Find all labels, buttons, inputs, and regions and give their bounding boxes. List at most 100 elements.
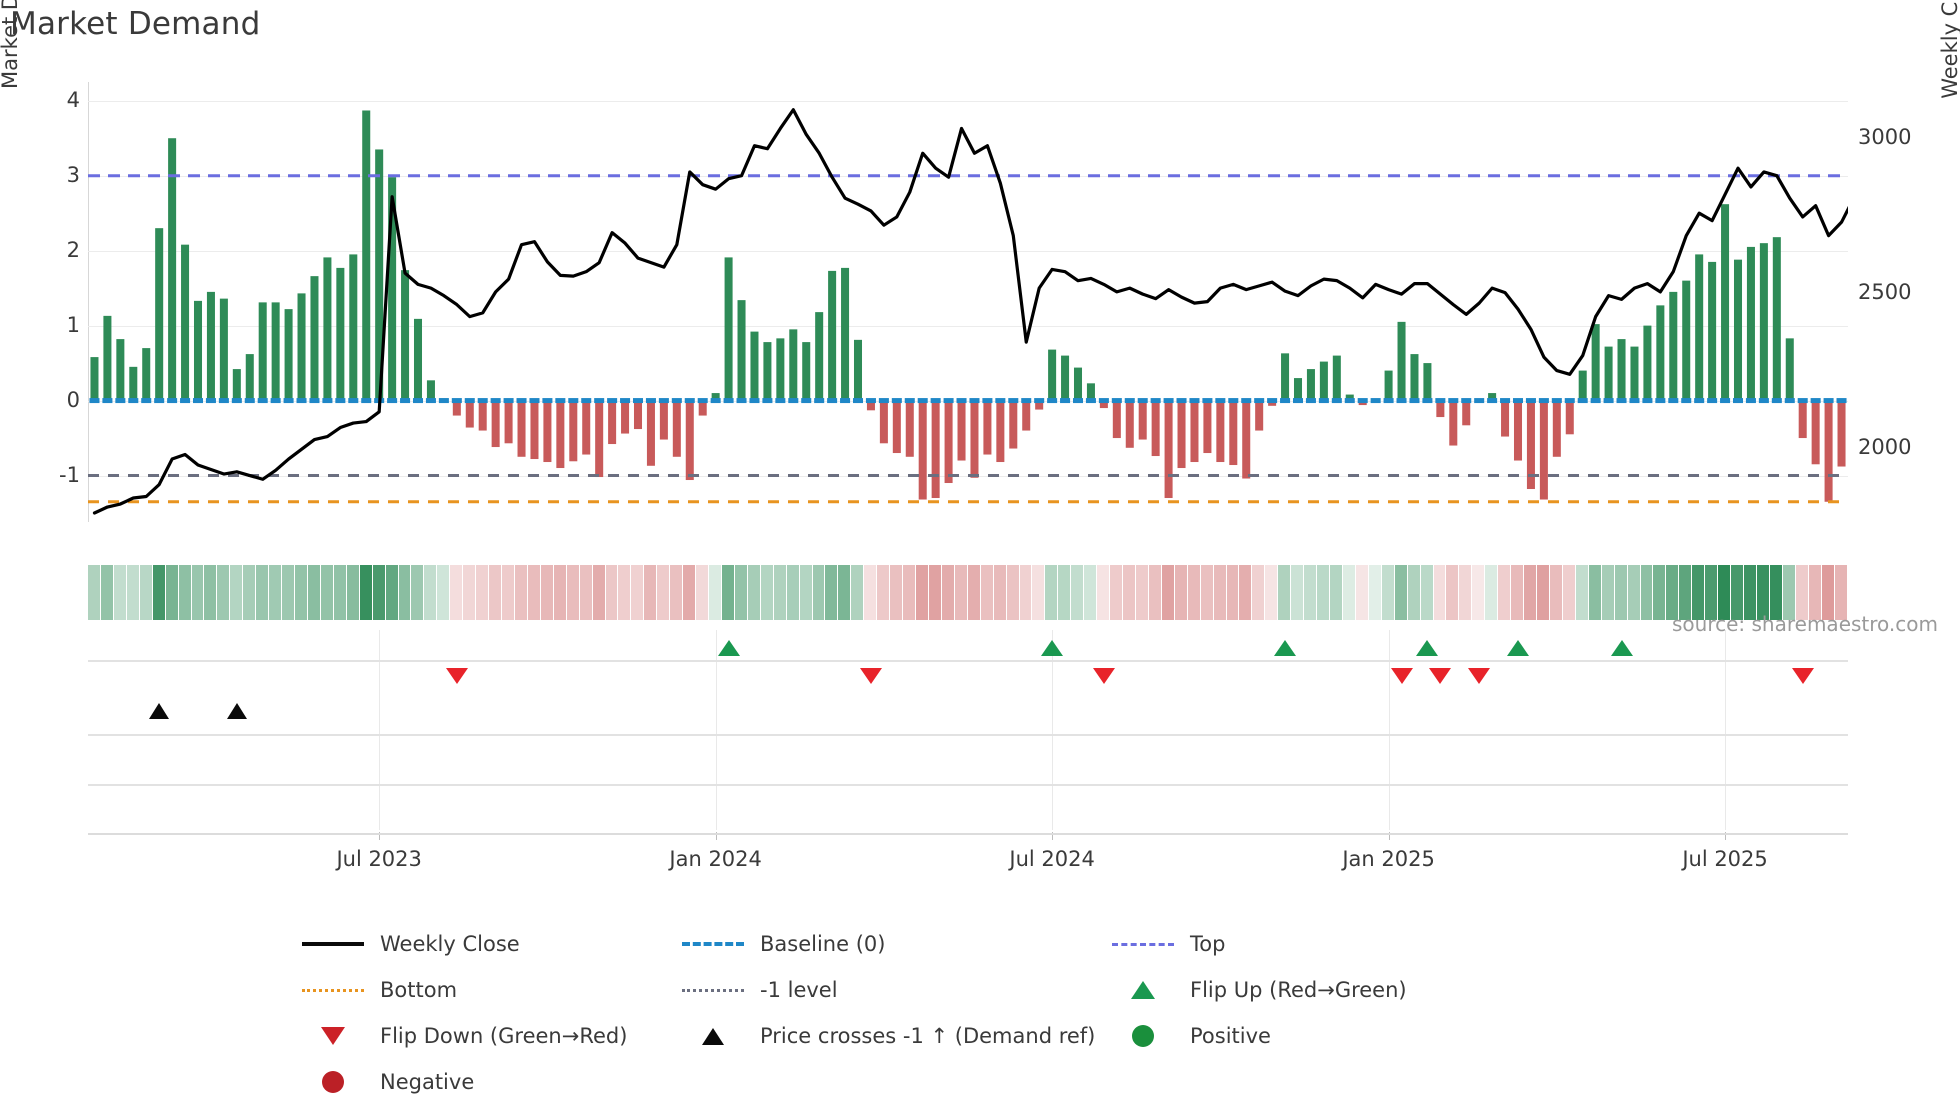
legend-item[interactable]: Flip Down (Green→Red): [300, 1017, 680, 1055]
baseline-tick: [348, 398, 359, 404]
baseline-tick: [503, 398, 514, 404]
demand-bar: [789, 329, 798, 401]
demand-bar: [763, 342, 772, 401]
demand-bar: [621, 400, 630, 434]
strip-cell: [773, 565, 786, 620]
demand-bar: [1656, 305, 1665, 401]
demand-bar: [633, 400, 643, 430]
dotted-line-icon-glyph: [682, 988, 744, 992]
baseline-tick: [387, 398, 398, 404]
baseline-tick: [1512, 398, 1524, 404]
baseline-tick: [1642, 398, 1653, 404]
demand-bar: [1785, 338, 1794, 401]
strip-cell: [1304, 565, 1317, 620]
strip-cell: [903, 565, 915, 620]
strip-cell: [1368, 565, 1381, 620]
flip-up-marker: [717, 640, 740, 656]
strip-cell: [967, 565, 980, 620]
baseline-tick: [1603, 398, 1614, 404]
strip-cell: [916, 565, 928, 620]
demand-bar: [478, 400, 487, 431]
demand-bar: [1578, 370, 1587, 401]
demand-bar: [155, 228, 164, 401]
legend-label: Flip Down (Green→Red): [380, 1024, 628, 1048]
baseline-tick: [1254, 398, 1265, 404]
x-gridline: [379, 630, 381, 830]
demand-bar: [1164, 400, 1173, 499]
baseline-tick: [852, 398, 864, 404]
baseline-tick: [1771, 398, 1782, 404]
demand-bar: [271, 302, 280, 401]
baseline-tick: [1124, 398, 1135, 404]
baseline-tick: [658, 398, 669, 404]
baseline-tick: [1370, 398, 1381, 404]
strip-cell: [1588, 565, 1601, 620]
legend-item[interactable]: Baseline (0): [680, 925, 1110, 963]
strip-cell: [269, 565, 282, 620]
triangle-up-icon: [1110, 981, 1176, 999]
legend-item[interactable]: Flip Up (Red→Green): [1110, 971, 1540, 1009]
strip-cell: [1148, 565, 1161, 620]
demand-bar: [1319, 361, 1328, 401]
strip-cell: [1084, 565, 1097, 620]
legend-item[interactable]: Top: [1110, 925, 1540, 963]
legend-item[interactable]: -1 level: [680, 971, 1110, 1009]
demand-bar: [90, 357, 99, 401]
strip-cell: [1342, 565, 1355, 620]
strip-cell: [514, 565, 527, 620]
demand-bar: [413, 318, 423, 401]
baseline-tick: [180, 398, 191, 404]
legend-item[interactable]: Positive: [1110, 1017, 1540, 1055]
demand-bar: [1125, 400, 1134, 448]
lower-divider-1: [88, 784, 1848, 786]
triangle-up-icon-glyph: [702, 1027, 724, 1045]
dotted-line-icon: [300, 988, 366, 992]
baseline-tick: [1461, 398, 1472, 404]
baseline-tick: [1577, 398, 1588, 404]
triangle-down-icon-glyph: [321, 1027, 345, 1045]
strip-cell: [566, 565, 579, 620]
demand-bar: [892, 400, 901, 454]
strip-cell: [178, 565, 191, 620]
strip-cell: [1705, 565, 1718, 620]
strip-cell: [1731, 565, 1743, 620]
strip-cell: [1769, 565, 1782, 620]
demand-bar: [1837, 400, 1846, 467]
strip-cell: [1821, 565, 1834, 620]
strip-cell: [1485, 565, 1498, 620]
baseline-tick: [400, 398, 411, 404]
demand-bar: [595, 400, 604, 478]
legend-item[interactable]: Bottom: [300, 971, 680, 1009]
baseline-tick: [1668, 398, 1679, 404]
baseline-tick: [917, 398, 928, 404]
baseline-tick: [1590, 398, 1601, 404]
source-note: source: sharemaestro.com: [1672, 612, 1938, 636]
legend-item[interactable]: Weekly Close: [300, 925, 680, 963]
legend-item[interactable]: Negative: [300, 1063, 680, 1101]
baseline-tick: [218, 398, 229, 404]
demand-bar: [1462, 400, 1471, 426]
strip-cell: [359, 565, 372, 620]
demand-bar: [1410, 354, 1419, 401]
demand-bar: [1268, 400, 1277, 406]
baseline-tick: [1111, 398, 1122, 404]
strip-cell: [812, 565, 825, 620]
demand-bar: [1604, 346, 1613, 401]
baseline-tick: [231, 398, 242, 404]
demand-bar: [1721, 204, 1730, 401]
flip-up-marker: [1041, 640, 1064, 656]
demand-bar: [1552, 400, 1561, 457]
demand-bar: [776, 338, 785, 401]
strip-cell: [463, 565, 476, 620]
strip-cell: [799, 565, 812, 620]
strip-cell: [1614, 565, 1627, 620]
circle-icon-glyph: [322, 1071, 344, 1093]
strip-cell: [1601, 565, 1614, 620]
baseline-tick: [943, 398, 954, 404]
strip-cell: [152, 565, 165, 620]
strip-cell: [644, 565, 657, 620]
strip-cell: [372, 565, 385, 620]
baseline-tick: [477, 398, 488, 404]
legend-item[interactable]: Price crosses -1 ↑ (Demand ref): [680, 1017, 1110, 1055]
baseline-tick: [361, 398, 372, 404]
